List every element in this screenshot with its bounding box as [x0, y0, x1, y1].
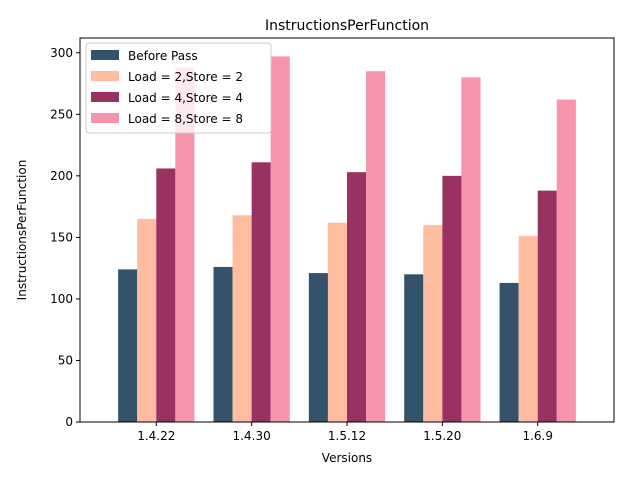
y-tick-label: 50 — [58, 353, 73, 367]
bar-1-1.5.20 — [404, 274, 424, 422]
bar-3-1.5.20 — [442, 175, 462, 422]
legend-label-1: Before Pass — [128, 49, 198, 63]
y-tick-label: 300 — [50, 46, 73, 60]
y-tick-label: 200 — [50, 169, 73, 183]
legend-swatch-1 — [91, 50, 119, 60]
bar-4-1.6.9 — [556, 99, 576, 423]
legend-label-4: Load = 8,Store = 8 — [128, 112, 243, 126]
bar-4-1.5.20 — [461, 77, 481, 422]
x-tick-label: 1.4.30 — [233, 429, 271, 443]
bar-1-1.4.22 — [118, 269, 138, 422]
bar-3-1.6.9 — [537, 190, 557, 422]
bar-3-1.4.30 — [251, 162, 271, 423]
x-tick-label: 1.5.20 — [423, 429, 461, 443]
x-axis-label: Versions — [322, 451, 372, 465]
bar-1-1.5.12 — [308, 273, 328, 422]
legend-box — [85, 42, 272, 134]
y-tick-label: 100 — [50, 292, 73, 306]
x-tick-label: 1.5.12 — [328, 429, 366, 443]
x-axis: 1.4.22 1.4.30 1.5.12 1.5.20 1.6.9 — [137, 422, 553, 443]
x-tick-label: 1.4.22 — [137, 429, 175, 443]
legend-label-2: Load = 2,Store = 2 — [128, 70, 243, 84]
bar-3-1.5.12 — [347, 172, 367, 422]
y-axis-label: InstructionsPerFunction — [15, 160, 29, 301]
bar-2-1.5.12 — [327, 222, 347, 422]
bar-2-1.4.22 — [137, 218, 157, 422]
bar-1-1.6.9 — [499, 282, 519, 422]
y-tick-label: 150 — [50, 230, 73, 244]
bars-group — [118, 56, 576, 423]
bar-1-1.4.30 — [213, 266, 233, 422]
legend-label-3: Load = 4,Store = 4 — [128, 91, 243, 105]
bar-2-1.6.9 — [518, 236, 538, 422]
legend-swatch-4 — [91, 113, 119, 123]
legend: Before Pass Load = 2,Store = 2 Load = 4,St… — [85, 42, 272, 134]
bar-4-1.4.30 — [270, 56, 290, 422]
bar-4-1.5.12 — [366, 71, 386, 422]
bar-2-1.4.30 — [232, 215, 252, 422]
y-tick-label: 250 — [50, 107, 73, 121]
chart-title: InstructionsPerFunction — [265, 18, 429, 34]
y-axis: 0 50 100 150 200 250 300 — [50, 46, 80, 429]
bar-3-1.4.22 — [156, 168, 176, 422]
y-tick-label: 0 — [65, 415, 73, 429]
legend-swatch-3 — [91, 92, 119, 102]
x-tick-label: 1.6.9 — [522, 429, 553, 443]
legend-swatch-2 — [91, 71, 119, 81]
bar-4-1.4.22 — [175, 67, 195, 423]
bar-2-1.5.20 — [423, 225, 443, 422]
